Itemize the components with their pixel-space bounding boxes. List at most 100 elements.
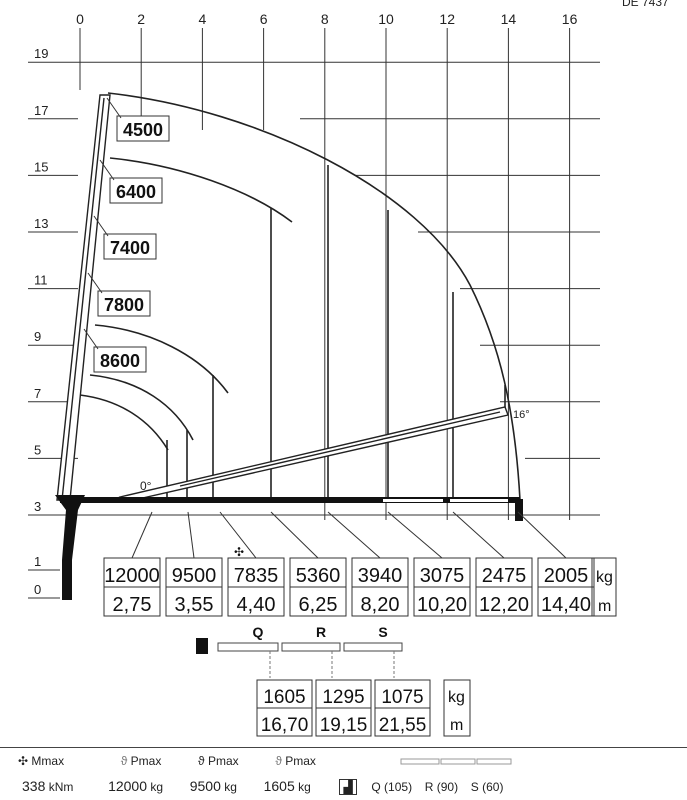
y-tick-label: 11: [34, 273, 48, 288]
extension-segment: [217, 642, 279, 652]
y-tick-label: 7: [34, 386, 41, 401]
pmax-unit-2: kg: [224, 780, 237, 794]
y-tick-label: 19: [34, 46, 48, 61]
capacity-pointer: [99, 159, 115, 181]
capacity-value: 6400: [116, 182, 156, 202]
reach-value: 14,40: [541, 594, 591, 616]
y-tick-label: 9: [34, 329, 41, 344]
load-pointer: [387, 511, 443, 559]
hook-icon: ϑ: [198, 754, 205, 768]
extension-segment: [281, 642, 341, 652]
extension-table-column: 1295 19,15: [315, 679, 372, 737]
crane-column: [55, 495, 85, 600]
load-table: 12000 2,75 9500 3,55 7835 4,40 5360 6,25 3940 8,2…: [103, 511, 617, 617]
footer-divider: [0, 747, 687, 748]
ext-s-label: S (60): [470, 780, 504, 794]
capacity-box: [116, 115, 170, 142]
curve-6400: [109, 157, 293, 223]
reach-value: 12,20: [479, 594, 529, 616]
boom-capacity-label: 8600: [83, 328, 147, 373]
hook-icon: ϑ: [275, 754, 282, 768]
reach-value: 2,75: [113, 594, 152, 616]
curve-inner-1: [89, 374, 194, 441]
extension-table-column: 1075 21,55: [374, 679, 431, 737]
load-pointer: [327, 511, 381, 559]
capacity-box: [109, 177, 163, 204]
pmax-value-2: 9500: [189, 778, 221, 794]
load-pointer: [452, 511, 505, 559]
load-value: 3075: [420, 565, 465, 587]
y-tick-label: 13: [34, 216, 48, 231]
boom-capacity-label: 7400: [93, 215, 157, 260]
pmax-unit-1: kg: [150, 780, 164, 794]
load-table-column: 2005 14,40: [517, 511, 595, 617]
footer-values: 338 kNm 12000 kg 9500 kg 1605 kg ▟ Q (10…: [22, 778, 503, 795]
load-pointer: [517, 511, 567, 559]
grid: [28, 28, 600, 599]
outer-envelope-curve: [107, 92, 521, 501]
mmax-icon: ✣: [18, 754, 29, 768]
load-table-column: 5360 6,25: [270, 511, 347, 617]
capacity-box: [93, 346, 147, 373]
extension-load-value: 1075: [381, 687, 423, 708]
load-pointer: [187, 511, 195, 559]
load-value: 7835: [234, 565, 279, 587]
mmax-mark: ✣: [234, 545, 244, 559]
footer-labels: ✣ Mmax ϑ Pmax ϑ Pmax ϑ Pmax: [18, 754, 316, 768]
load-unit: kg: [596, 569, 613, 586]
x-tick-label: 16: [562, 11, 578, 27]
boom-capacity-label: 7800: [87, 272, 151, 317]
drawing-code: DE 7437: [622, 0, 669, 9]
pmax-value-1: 12000: [108, 778, 147, 794]
pmax-value-3: 1605: [263, 778, 295, 794]
capacity-pointer: [106, 97, 122, 119]
extensions-diagram: Q R S: [196, 624, 403, 678]
angle-max-label: 16°: [513, 409, 530, 421]
load-value: 2475: [482, 565, 527, 587]
extension-load-value: 1295: [322, 687, 364, 708]
load-pointer: [219, 511, 257, 559]
ext-q-label: Q (105): [371, 780, 413, 794]
load-value: 3940: [358, 565, 403, 587]
load-table-column: 3075 10,20: [387, 511, 471, 617]
lift-curves: [79, 92, 521, 501]
extension-label: S: [378, 624, 387, 640]
load-value: 2005: [544, 565, 589, 587]
extension-table-column: 1605 16,70: [256, 679, 313, 737]
reach-value: 8,20: [361, 594, 400, 616]
jib-base-icon: [196, 638, 208, 654]
load-pointer: [131, 511, 153, 559]
hook-icon: ϑ: [120, 754, 128, 768]
x-axis-ticks: 0 2 4 6 8 10 12 14 16: [76, 11, 577, 27]
boom-capacity-label: 6400: [99, 159, 163, 204]
reach-value: 3,55: [175, 594, 214, 616]
load-table-column: 2475 12,20: [452, 511, 533, 617]
mmax-value: 338: [22, 778, 46, 794]
load-value: 12000: [104, 565, 160, 587]
y-tick-label: 1: [34, 554, 41, 569]
horizontal-boom: [60, 497, 523, 521]
y-tick-label: 15: [34, 159, 48, 174]
load-value: 5360: [296, 565, 341, 587]
pmax-unit-3: kg: [298, 780, 311, 794]
footer-extension-icon: [400, 758, 512, 765]
capacity-value: 7800: [104, 295, 144, 315]
load-value: 9500: [172, 565, 217, 587]
unit-box: [591, 557, 617, 617]
capacity-pointer: [83, 328, 99, 350]
boom-capacity-label: 4500: [106, 97, 170, 142]
load-table-column: 9500 3,55: [165, 511, 223, 617]
angle-min-label: 0°: [140, 479, 152, 493]
ext-r-label: R (90): [424, 780, 459, 794]
capacity-box: [97, 290, 151, 317]
y-axis-ticks: 19 17 15 13 11 9 7 5 3 1 0: [34, 46, 48, 597]
load-pointer: [270, 511, 319, 559]
x-tick-label: 6: [260, 11, 268, 27]
capacity-value: 4500: [123, 120, 163, 140]
x-tick-label: 12: [439, 11, 455, 27]
y-tick-label: 17: [34, 103, 48, 118]
x-tick-label: 14: [501, 11, 517, 27]
x-tick-label: 2: [137, 11, 145, 27]
extension-label: R: [316, 624, 326, 640]
